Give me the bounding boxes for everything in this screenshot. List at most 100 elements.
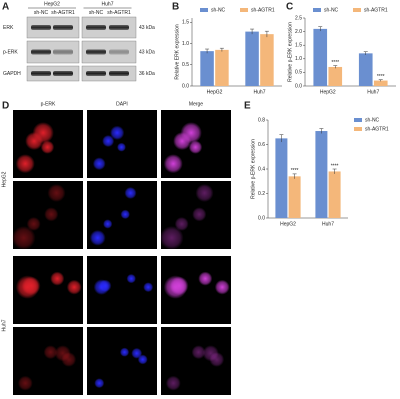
cell <box>195 183 214 202</box>
error-bar <box>279 134 284 143</box>
y-tick-label: 0.8 <box>258 117 265 123</box>
error-bar <box>363 51 368 55</box>
x-tick-label: HepG2 <box>207 89 223 95</box>
lane-label: sh-AGTR1 <box>107 10 131 16</box>
cell <box>103 219 113 229</box>
y-tick-label: 1.0 <box>295 56 302 62</box>
cell <box>32 122 54 144</box>
bar <box>358 53 373 86</box>
legend-label: sh-NC <box>324 7 339 13</box>
cell <box>137 354 148 365</box>
legend-label: sh-NC <box>365 117 380 123</box>
row-label: p-ERK <box>3 49 18 55</box>
legend-swatch <box>200 8 208 12</box>
size-label: 36 kDa <box>139 71 155 77</box>
error-bar <box>333 65 338 69</box>
cell <box>44 207 59 222</box>
blot-band <box>53 25 73 30</box>
legend-swatch <box>240 8 248 12</box>
blot-band <box>109 25 129 30</box>
cell <box>40 140 55 154</box>
cell <box>102 135 115 148</box>
legend-label: sh-AGTR1 <box>251 7 275 13</box>
group-label: Huh7 <box>1 319 7 331</box>
cell-line-label: HepG2 <box>44 1 60 7</box>
row-label: sh-AGTR1 <box>7 349 13 373</box>
bar <box>373 80 388 86</box>
cell <box>120 209 130 220</box>
cell <box>61 352 77 367</box>
error-bar <box>332 168 337 174</box>
cell <box>26 216 41 231</box>
cell <box>21 276 41 296</box>
error-bar <box>378 79 383 82</box>
y-axis-label: Relative p-ERK expression <box>287 22 293 82</box>
cell <box>66 279 82 295</box>
cell <box>119 347 130 357</box>
cell <box>47 183 66 202</box>
column-label: Merge <box>189 101 203 107</box>
lane-label: sh-NC <box>34 10 49 16</box>
y-tick-label: 0.6 <box>258 142 265 148</box>
error-bar <box>318 26 323 32</box>
error-bar <box>219 47 224 52</box>
cell <box>89 229 106 246</box>
cell <box>143 282 154 293</box>
legend-label: sh-NC <box>211 7 226 13</box>
blot-band <box>86 71 106 76</box>
legend-swatch <box>354 127 362 131</box>
panel-label: D <box>2 101 9 112</box>
blot-band <box>86 25 106 30</box>
cell <box>192 207 207 222</box>
y-tick-label: 0.0 <box>258 215 265 221</box>
size-label: 43 kDa <box>139 49 155 55</box>
x-tick-label: Huh7 <box>254 89 266 95</box>
panel-label: B <box>172 2 179 13</box>
x-tick-label: Huh7 <box>322 221 334 227</box>
blot-band <box>86 49 106 55</box>
cell-line-label: Huh7 <box>102 1 114 7</box>
lane-label: sh-NC <box>89 10 104 16</box>
y-tick-label: 0.5 <box>295 70 302 76</box>
cell <box>174 216 189 231</box>
blot-band <box>109 49 129 55</box>
y-axis-label: Relative ERK expression <box>174 24 180 80</box>
cell <box>15 154 35 174</box>
panel-label: C <box>286 2 293 13</box>
cell <box>188 140 203 154</box>
x-tick-label: HepG2 <box>280 221 296 227</box>
blot-band <box>109 71 129 76</box>
legend-swatch <box>353 8 361 12</box>
cell <box>17 375 33 391</box>
y-tick-label: 1.5 <box>182 20 189 26</box>
bar <box>328 66 343 86</box>
cell <box>180 122 202 144</box>
y-tick-label: 0.0 <box>295 83 302 89</box>
y-tick-label: 0.4 <box>258 166 265 172</box>
column-label: DAPI <box>116 101 128 107</box>
bar <box>288 176 301 218</box>
cell <box>165 375 181 391</box>
bar <box>315 131 328 218</box>
error-bar <box>319 128 324 134</box>
error-bar <box>205 48 210 54</box>
bar <box>215 49 229 86</box>
significance: **** <box>331 60 339 66</box>
group-label: HepG2 <box>1 171 7 187</box>
cell <box>110 125 125 140</box>
x-tick-label: HepG2 <box>320 89 336 95</box>
row-label: sh-AGTR1 <box>7 203 13 227</box>
cell <box>43 345 58 360</box>
cell <box>159 226 184 250</box>
cell <box>11 226 36 250</box>
cell <box>94 378 105 389</box>
size-label: 43 kDa <box>139 25 155 31</box>
cell <box>99 279 112 293</box>
cell <box>214 279 230 295</box>
significance: **** <box>331 163 339 169</box>
error-bar <box>292 173 297 179</box>
cell <box>191 345 206 360</box>
column-label: p-ERK <box>41 101 56 107</box>
legend-swatch <box>313 8 321 12</box>
y-tick-label: 1.0 <box>182 41 189 47</box>
